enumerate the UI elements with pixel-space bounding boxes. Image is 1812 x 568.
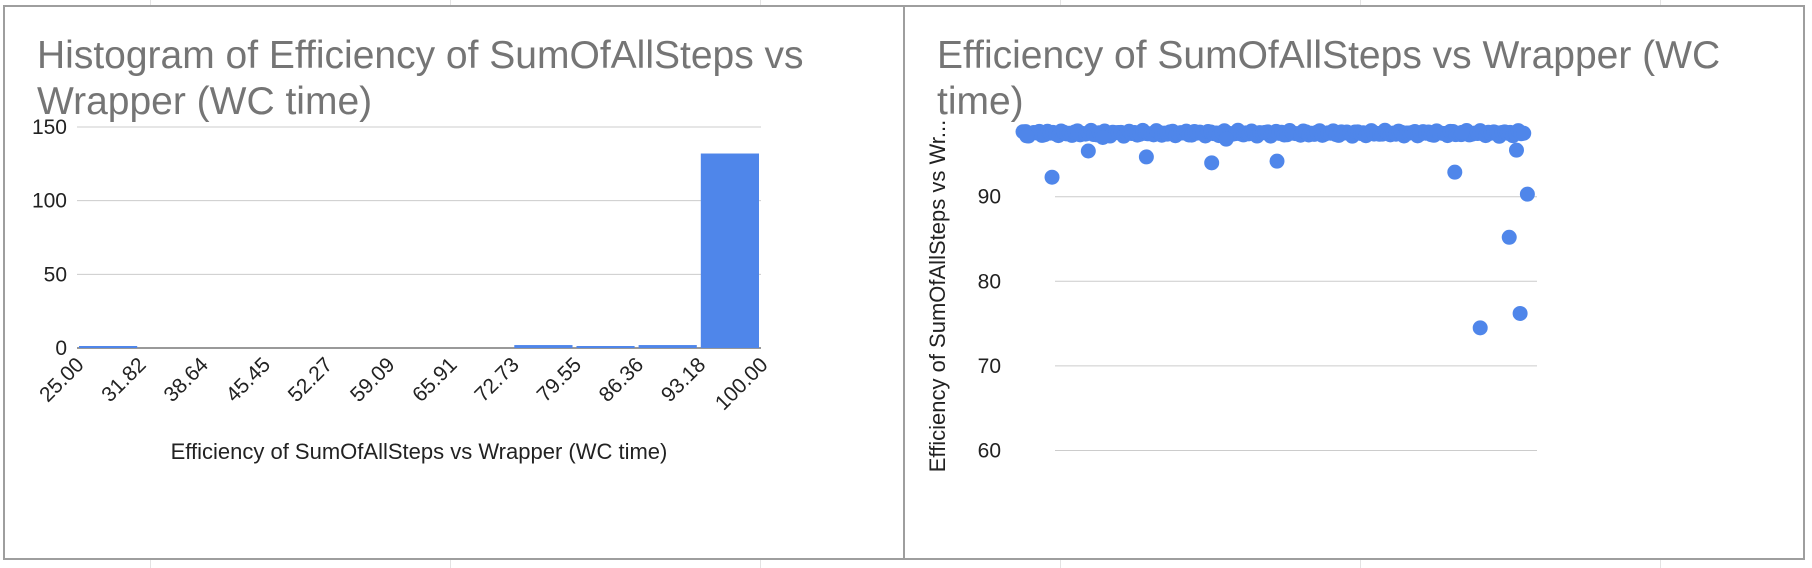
scatter-plot: 90 80 70 60 Efficiency of SumOfAllSteps vs W… — [925, 120, 1537, 473]
y-tick-label: 90 — [978, 186, 1001, 209]
scatter-point — [1138, 149, 1154, 165]
x-tick-label: 100.00 — [711, 353, 773, 415]
x-tick-label: 52.27 — [284, 353, 337, 406]
x-tick-label: 72.73 — [470, 353, 523, 406]
x-tick-label: 38.64 — [160, 353, 214, 407]
scatter-point — [1472, 320, 1488, 336]
scatter-point — [1095, 129, 1111, 145]
y-tick-label: 0 — [55, 337, 67, 360]
histogram-bar — [576, 346, 635, 348]
histogram-bar — [700, 153, 759, 348]
scatter-chart-panel[interactable]: Efficiency of SumOfAllSteps vs Wrapper (… — [903, 5, 1805, 560]
scatter-point — [1508, 142, 1524, 158]
x-tick-label: 45.45 — [222, 353, 275, 406]
y-tick-label: 150 — [32, 116, 67, 139]
x-tick-label: 31.82 — [97, 353, 150, 406]
scatter-point — [1019, 128, 1035, 144]
y-tick-label: 50 — [44, 263, 67, 286]
x-tick-label: 93.18 — [657, 353, 710, 406]
x-tick-label: 79.55 — [533, 353, 586, 406]
y-axis-title: Efficiency of SumOfAllSteps vs Wr... — [925, 120, 950, 473]
x-tick-label: 25.00 — [35, 353, 88, 406]
scatter-point — [1080, 143, 1096, 159]
scatter-point — [1447, 164, 1463, 180]
histogram-plot: 150 100 50 025.00 31.82 38.64 45.45 52.27 59.09 6… — [32, 116, 773, 464]
scatter-point — [1501, 229, 1517, 245]
scatter-point — [1269, 153, 1285, 169]
chart-title: Histogram of Efficiency of SumOfAllSteps… — [37, 34, 804, 123]
y-tick-label: 60 — [978, 440, 1001, 463]
scatter-point — [1512, 305, 1528, 321]
scatter-point — [1454, 124, 1470, 140]
x-tick-label: 59.09 — [346, 353, 399, 406]
x-tick-label: 65.91 — [408, 353, 461, 406]
histogram-chart-panel[interactable]: Histogram of Efficiency of SumOfAllSteps… — [3, 5, 905, 560]
chart-title: Efficiency of SumOfAllSteps vs Wrapper (… — [937, 34, 1721, 123]
scatter-point — [1516, 125, 1532, 141]
scatter-point — [1044, 169, 1060, 185]
y-tick-label: 70 — [978, 355, 1001, 378]
x-tick-label: 86.36 — [595, 353, 648, 406]
histogram-bar — [638, 345, 697, 348]
y-tick-label: 100 — [32, 190, 67, 213]
histogram-bar — [514, 345, 573, 348]
y-tick-label: 80 — [978, 270, 1001, 293]
scatter-point — [1218, 131, 1234, 147]
x-axis-title: Efficiency of SumOfAllSteps vs Wrapper (… — [171, 439, 668, 464]
histogram-bar — [79, 346, 138, 348]
scatter-point — [1204, 155, 1220, 171]
scatter-point — [1519, 186, 1535, 202]
